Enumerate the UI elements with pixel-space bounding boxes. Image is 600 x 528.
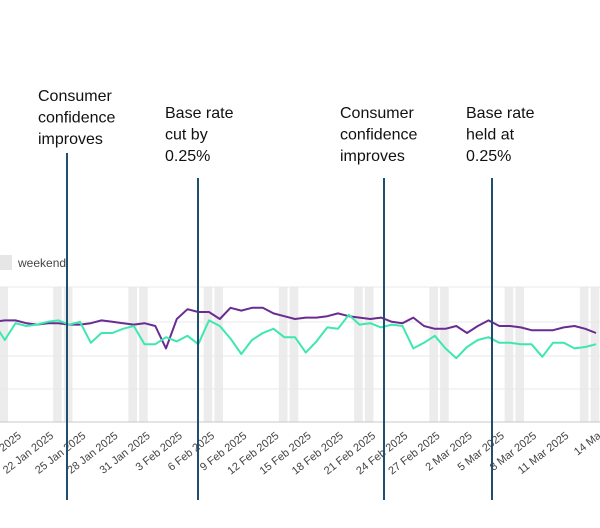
legend-weekend-label: weekend — [17, 256, 66, 270]
annotation-text-0-0: Consumer — [38, 88, 112, 105]
weekend-band-14 — [504, 287, 514, 422]
annotation-text-1-1: cut by — [165, 127, 208, 144]
weekend-band-6 — [203, 287, 213, 422]
series-line-0 — [0, 306, 597, 350]
gridlines — [0, 286, 600, 423]
annotation-text-0-1: confidence — [38, 110, 115, 127]
weekend-band-8 — [278, 287, 288, 422]
annotation-text-0-2: improves — [38, 131, 103, 148]
weekend-band-10 — [354, 287, 363, 422]
x-tick-label-0: 2025 — [0, 430, 24, 455]
weekend-band-4 — [128, 287, 137, 422]
weekend-band-3 — [63, 287, 73, 422]
weekend-band-13 — [440, 287, 449, 422]
weekend-band-5 — [139, 287, 148, 422]
annotation-text-2-2: improves — [340, 148, 405, 165]
x-tick-label-18: 14 Ma — [572, 429, 600, 458]
series-line-1 — [0, 313, 597, 360]
legend-weekend-swatch — [0, 255, 12, 270]
annotation-text-2-0: Consumer — [340, 105, 414, 122]
legend: weekend — [0, 255, 66, 270]
weekend-band-7 — [214, 287, 223, 422]
weekend-band-12 — [429, 287, 438, 422]
weekend-band-15 — [515, 287, 524, 422]
weekend-band-17 — [590, 287, 600, 422]
annotation-text-3-0: Base rate — [466, 105, 535, 122]
weekend-band-9 — [289, 287, 299, 422]
annotation-text-3-1: held at — [466, 127, 515, 144]
weekend-band-2 — [53, 287, 62, 422]
weekend-band-16 — [579, 287, 589, 422]
annotation-text-1-0: Base rate — [165, 105, 234, 122]
annotations: Consumer confidence improves Base rate cut b… — [38, 88, 535, 500]
series-lines — [0, 306, 597, 360]
weekend-bands — [0, 287, 600, 422]
annotation-text-3-2: 0.25% — [466, 148, 511, 165]
weekend-band-11 — [364, 287, 374, 422]
weekend-band-1 — [0, 287, 8, 422]
annotation-text-2-1: confidence — [340, 127, 417, 144]
annotation-text-1-2: 0.25% — [165, 148, 210, 165]
